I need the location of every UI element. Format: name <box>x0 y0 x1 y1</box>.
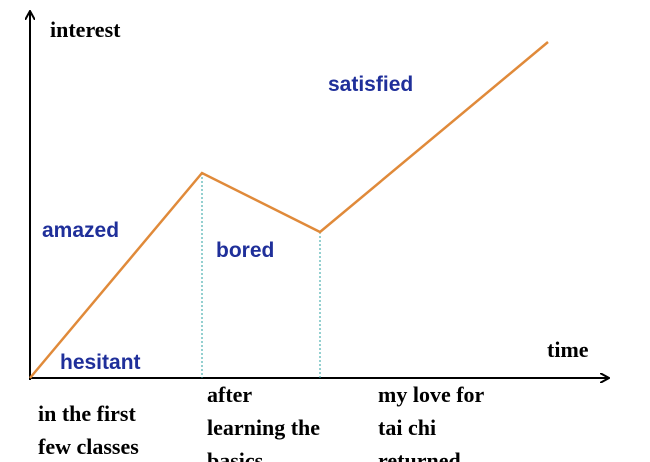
stage-labels: in the first few classes after learning the… <box>38 382 485 462</box>
interest-line <box>29 41 549 379</box>
stage-label: tai chi <box>378 415 436 440</box>
stage-label: returned <box>378 448 461 462</box>
y-axis-label: interest <box>50 17 121 42</box>
stage-label: learning the <box>207 415 320 440</box>
feeling-label: hesitant <box>60 351 141 374</box>
feeling-label: bored <box>216 239 274 262</box>
x-axis-label: time <box>547 337 589 362</box>
feeling-label: satisfied <box>328 73 413 96</box>
stage-label: few classes <box>38 434 139 459</box>
stage-label: my love for <box>378 382 485 407</box>
stage-label: in the first <box>38 401 136 426</box>
stage-label: after <box>207 382 252 407</box>
stage-label: basics <box>207 448 264 462</box>
feeling-label: amazed <box>42 219 119 242</box>
